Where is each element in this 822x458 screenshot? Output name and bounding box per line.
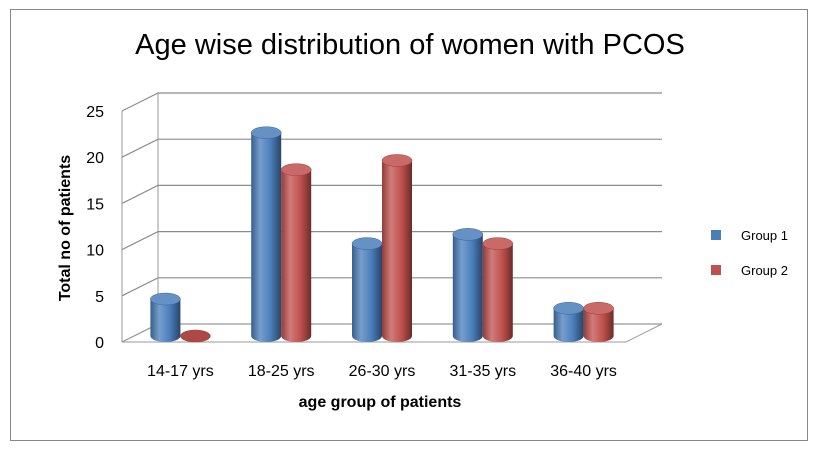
bar-top [351,237,383,250]
y-tick-label: 0 [95,335,104,352]
legend-item: Group 2 [711,263,788,278]
bar-group-2-31-35-yrs [482,237,514,342]
y-tick-label: 5 [95,289,104,306]
bar-body [382,160,412,342]
bar-top [280,163,312,176]
bar-body [482,243,513,342]
bar-group-1-36-40-yrs [553,302,584,342]
gridline [121,92,662,112]
y-tick-labels: 0 5 10 15 20 25 [86,104,104,352]
bar-top [250,126,282,139]
gridlines [121,92,663,343]
bar-top [150,292,181,306]
bar-body [251,132,282,342]
x-tick-label: 18-25 yrs [248,363,315,380]
legend-swatch [711,230,721,240]
y-tick-label: 15 [86,196,104,213]
bar-top [553,302,584,315]
legend-label: Group 2 [741,263,788,278]
bar-body [150,299,181,342]
bar-top [180,329,211,343]
x-tick-label: 26-30 yrs [349,363,416,380]
y-axis-label: Total no of patients [57,155,74,301]
bar-body [452,234,483,342]
x-tick-label: 31-35 yrs [449,363,516,380]
x-tick-label: 36-40 yrs [550,363,617,380]
bar-group-2-14-17-yrs [180,329,211,343]
x-axis-label: age group of patients [299,394,462,411]
bar-body [281,169,312,342]
bar-group-1-14-17-yrs [150,292,181,342]
bar-top [452,228,484,241]
bar-top [583,302,614,315]
bar-group-2-36-40-yrs [583,302,614,342]
bar-group-2-26-30-yrs [381,154,413,342]
bars [150,126,614,343]
bar-body [583,308,614,342]
legend-item: Group 1 [711,228,788,243]
bar-body [553,308,584,342]
bar-top [482,237,514,250]
chart-title: Age wise distribution of women with PCOS [135,29,685,61]
legend-swatch [711,265,721,275]
gridline [121,231,662,251]
bar-group-1-26-30-yrs [351,237,383,342]
y-tick-label: 10 [86,243,104,260]
legend-label: Group 1 [741,228,788,243]
y-tick-label: 20 [86,150,104,167]
x-tick-labels: 14-17 yrs 18-25 yrs 26-30 yrs 31-35 yrs 36-4… [147,363,617,380]
gridline [121,184,662,204]
bar-group-1-31-35-yrs [452,228,484,342]
bar-body [352,243,382,342]
legend: Group 1 Group 2 [711,228,788,278]
chart-floor [121,323,663,343]
bar-top [381,154,413,167]
bar-group-2-18-25-yrs [280,163,312,342]
bar-group-1-18-25-yrs [250,126,282,342]
gridline [121,138,662,158]
y-tick-label: 25 [86,104,104,121]
x-tick-label: 14-17 yrs [147,363,214,380]
